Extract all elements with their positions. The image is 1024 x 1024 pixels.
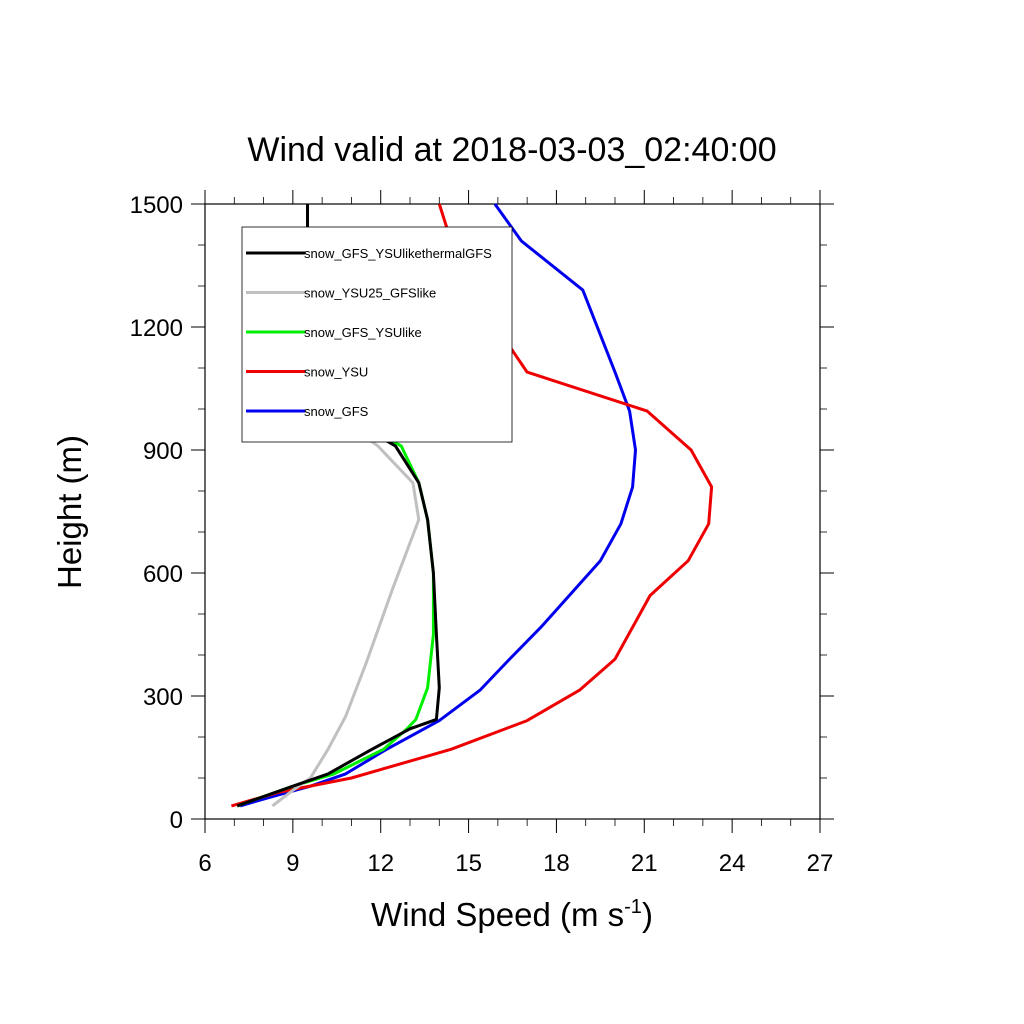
plot-frame	[204, 203, 821, 820]
x-tick-label: 15	[455, 850, 482, 877]
legend: snow_GFS_YSUlikethermalGFS snow_YSU25_GFS…	[241, 226, 513, 443]
y-tick-label: 300	[143, 684, 183, 711]
x-axis-label: Wind Speed (m s-1)	[371, 896, 653, 933]
y-tick-label: 600	[143, 561, 183, 588]
x-axis-label-end: )	[642, 896, 653, 933]
x-tick-label: 18	[543, 850, 570, 877]
legend-box	[241, 226, 513, 443]
y-tick-label: 0	[170, 807, 183, 834]
legend-label: snow_YSU25_GFSlike	[304, 286, 436, 301]
legend-label: snow_YSU	[304, 365, 368, 380]
y-axis-label: Height (m)	[51, 435, 88, 589]
series-line-snow_GFS	[239, 203, 637, 808]
x-tick-label: 27	[807, 850, 834, 877]
x-tick-label: 9	[286, 850, 299, 877]
y-tick-label: 1500	[130, 192, 183, 219]
chart-title: Wind valid at 2018-03-03_02:40:00	[247, 131, 776, 169]
legend-label: snow_GFS_YSUlike	[304, 325, 422, 340]
x-tick-label: 24	[719, 850, 746, 877]
y-tick-label: 900	[143, 438, 183, 465]
legend-label: snow_GFS_YSUlikethermalGFS	[304, 246, 492, 261]
legend-items: snow_GFS_YSUlikethermalGFS snow_YSU25_GFS…	[246, 246, 492, 419]
axis-ticks: 6 9 12 15 18 21 24 27 0 300 600 900 1200 1500	[130, 190, 834, 877]
x-axis-label-superscript: -1	[624, 896, 642, 918]
x-tick-label: 12	[367, 850, 394, 877]
x-axis-label-main: Wind Speed (m s	[371, 896, 624, 933]
x-tick-label: 21	[631, 850, 658, 877]
y-tick-label: 1200	[130, 315, 183, 342]
legend-label: snow_GFS	[304, 404, 369, 419]
x-tick-label: 6	[198, 850, 211, 877]
